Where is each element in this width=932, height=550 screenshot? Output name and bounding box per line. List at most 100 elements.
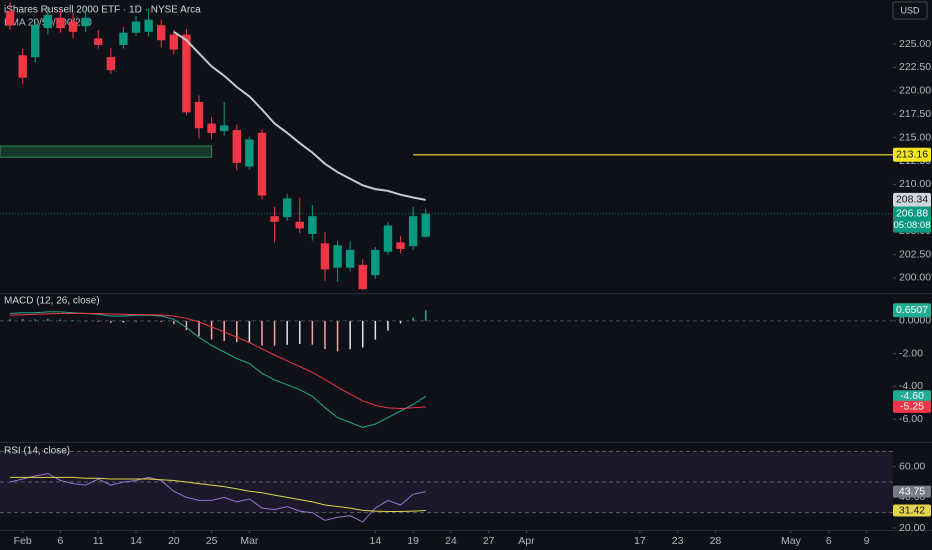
histogram-bar bbox=[72, 320, 74, 321]
histogram-bar bbox=[97, 320, 99, 322]
candle-body bbox=[43, 14, 53, 29]
candle-body bbox=[81, 17, 90, 27]
candle-body bbox=[320, 243, 330, 270]
candle-body bbox=[295, 221, 304, 229]
candle-body bbox=[270, 216, 279, 222]
candle-body bbox=[358, 264, 367, 290]
histogram-bar bbox=[412, 317, 414, 321]
histogram-bar bbox=[9, 319, 11, 321]
candle-body bbox=[56, 17, 65, 29]
histogram-bar bbox=[47, 318, 49, 321]
ema-line bbox=[173, 30, 426, 201]
histogram-bar bbox=[387, 320, 389, 331]
x-tick-label: 14 bbox=[369, 535, 381, 547]
x-tick-label: 19 bbox=[407, 535, 419, 547]
rsi-ma-label-box bbox=[893, 504, 931, 517]
candle-body bbox=[232, 130, 241, 163]
candle-body bbox=[194, 102, 204, 129]
histogram-bar bbox=[147, 320, 150, 322]
legend-title: RSI (14, close) bbox=[4, 446, 70, 457]
histogram-bar bbox=[336, 320, 339, 352]
rsi-label: 43.75 bbox=[899, 485, 925, 497]
histogram-bar bbox=[311, 320, 314, 345]
histogram-label: 0.6507 bbox=[896, 304, 928, 316]
histogram-bar bbox=[160, 320, 162, 322]
currency: USD bbox=[900, 5, 920, 15]
x-tick-label: 25 bbox=[206, 535, 218, 547]
histogram-bar bbox=[223, 320, 225, 342]
candle-body bbox=[421, 213, 430, 237]
histogram-bar bbox=[424, 310, 427, 321]
x-tick-label: 11 bbox=[93, 535, 104, 547]
candle-body bbox=[245, 139, 254, 167]
y-tick-label: -2.00 bbox=[899, 347, 923, 359]
x-tick-label: May bbox=[781, 535, 802, 547]
histogram-label-box bbox=[893, 303, 931, 318]
histogram-bar bbox=[59, 319, 62, 321]
candle-body bbox=[68, 21, 78, 32]
histogram-bar bbox=[84, 320, 87, 322]
y-tick-label: 202.50 bbox=[899, 248, 931, 260]
price-label: 206.88 bbox=[896, 207, 928, 219]
histogram-bar bbox=[173, 320, 175, 325]
candle-body bbox=[371, 249, 380, 276]
histogram-bar bbox=[399, 320, 402, 324]
histogram-bar bbox=[210, 320, 213, 340]
zone bbox=[0, 145, 213, 158]
y-tick-label: 0.0000 bbox=[899, 315, 931, 327]
histogram-bar bbox=[361, 320, 364, 348]
legend-title: iShares Russell 2000 ETF · 1D · NYSE Arc… bbox=[4, 5, 201, 16]
x-tick-label: Feb bbox=[14, 535, 32, 547]
y-tick-label: -4.00 bbox=[899, 380, 923, 392]
series-label: -5.25 bbox=[900, 401, 924, 413]
rsi-ma-label: 31.42 bbox=[899, 504, 925, 516]
x-tick-label: 23 bbox=[672, 535, 684, 547]
candle-body bbox=[219, 125, 229, 132]
histogram-bar bbox=[248, 320, 251, 342]
price-label-box bbox=[893, 206, 931, 233]
histogram-bar bbox=[34, 319, 37, 321]
series-label-box bbox=[893, 400, 931, 413]
candle-body bbox=[31, 25, 40, 58]
y-tick-label: 20.00 bbox=[899, 522, 925, 534]
y-tick-label: 60.00 bbox=[899, 460, 925, 472]
y-tick-label: 222.50 bbox=[899, 61, 931, 73]
histogram-bar bbox=[135, 320, 137, 322]
candle-body bbox=[308, 216, 317, 234]
hline-label: 213.16 bbox=[896, 149, 928, 161]
x-tick-label: Mar bbox=[240, 535, 259, 547]
rsi-line bbox=[9, 473, 426, 523]
candle-body bbox=[144, 19, 153, 32]
candle-body bbox=[408, 216, 418, 247]
candle-body bbox=[94, 38, 103, 45]
candle-body bbox=[119, 32, 128, 45]
candle-body bbox=[106, 57, 116, 71]
x-tick-label: 14 bbox=[130, 535, 142, 547]
histogram-bar bbox=[21, 318, 24, 321]
histogram-bar bbox=[236, 320, 238, 343]
histogram-bar bbox=[299, 320, 301, 344]
rsi-line bbox=[10, 476, 426, 512]
histogram-bar bbox=[286, 320, 288, 345]
candle-body bbox=[257, 132, 267, 196]
candle-body bbox=[345, 249, 355, 268]
series-label: -4.60 bbox=[900, 390, 924, 402]
candle-body bbox=[5, 11, 15, 26]
histogram-bar bbox=[349, 320, 351, 350]
x-tick-label: 6 bbox=[826, 535, 832, 547]
countdown: 05:08:08 bbox=[894, 220, 931, 231]
y-tick-label: 220.00 bbox=[899, 85, 931, 97]
histogram-bar bbox=[324, 320, 326, 350]
x-tick-label: Apr bbox=[518, 535, 535, 547]
ema-label-box bbox=[893, 192, 931, 207]
y-tick-label: 210.00 bbox=[899, 178, 931, 190]
histogram-bar bbox=[374, 320, 377, 340]
x-tick-label: 28 bbox=[710, 535, 722, 547]
currency-box[interactable] bbox=[892, 1, 928, 20]
ema-label: 208.34 bbox=[896, 194, 928, 206]
y-tick-label: 215.00 bbox=[899, 131, 931, 143]
y-tick-label: -6.00 bbox=[899, 413, 923, 425]
